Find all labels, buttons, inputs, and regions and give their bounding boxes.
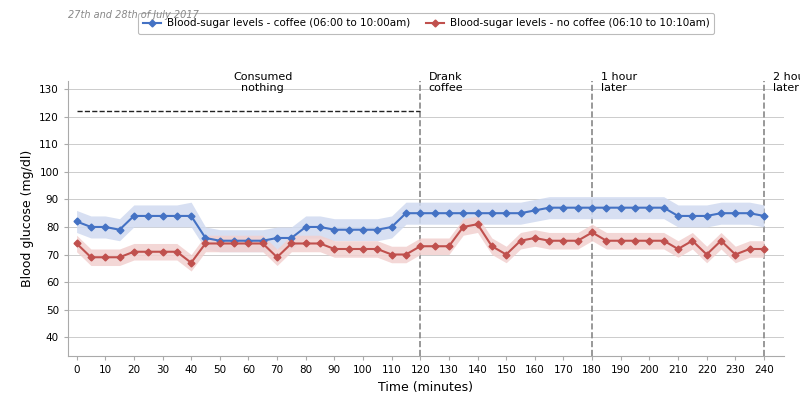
Text: 27th and 28th of July 2017: 27th and 28th of July 2017	[68, 10, 199, 20]
Legend: Blood-sugar levels - coffee (06:00 to 10:00am), Blood-sugar levels - no coffee (: Blood-sugar levels - coffee (06:00 to 10…	[138, 13, 714, 34]
Text: 2 hours
later: 2 hours later	[773, 72, 800, 94]
X-axis label: Time (minutes): Time (minutes)	[378, 381, 474, 394]
Text: 1 hour
later: 1 hour later	[601, 72, 637, 94]
Text: Drank
coffee: Drank coffee	[429, 72, 463, 94]
Text: Consumed
nothing: Consumed nothing	[233, 72, 293, 94]
Y-axis label: Blood glucose (mg/dl): Blood glucose (mg/dl)	[21, 150, 34, 287]
